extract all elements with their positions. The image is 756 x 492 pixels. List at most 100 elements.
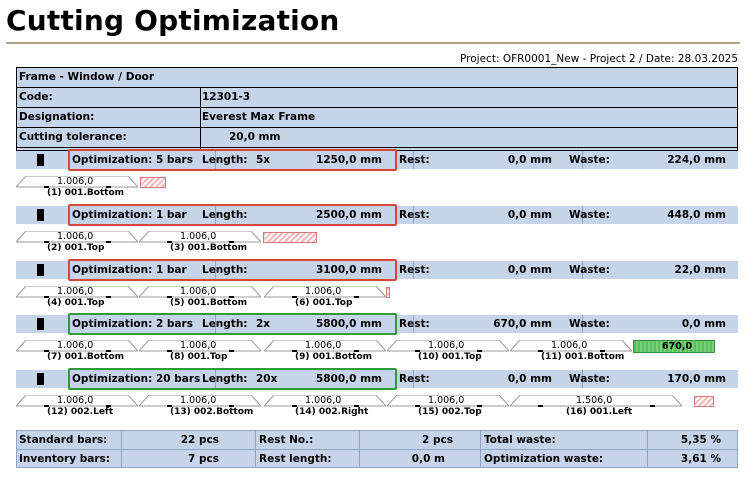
length-label: Length: [202,154,248,166]
cut-tick [229,405,234,407]
optimization-bar-row: Optimization: 5 bars Length: 5x 1250,0 mm Re… [16,151,738,169]
cut-tick [477,405,482,407]
cut-piece: 1.006,0 [16,286,138,298]
piece-label: (4) 001.Top [47,298,105,308]
piece-outline [139,231,261,243]
cut-tick [650,405,655,407]
bar-quantity: 2x [256,318,271,330]
cut-tick [292,350,297,352]
rest-label: Rest: [399,154,430,166]
bar-marker-icon [37,373,44,385]
cut-tick [354,405,359,407]
bar-marker-icon [37,209,44,221]
cut-piece: 1.006,0 [264,395,386,407]
waste-value: 448,0 mm [667,209,726,221]
waste-label: Waste: [569,264,610,276]
cut-tick [167,241,172,243]
piece-length: 1.006,0 [57,395,94,406]
row-divider [215,370,216,388]
optimization-waste-value: 3,61 % [680,453,721,465]
cut-piece: 1.006,0 [387,340,509,352]
piece-length: 1.006,0 [305,395,342,406]
cut-tick [44,350,49,352]
bar-marker-icon [37,318,44,330]
cut-tick [106,296,111,298]
cut-tick [229,296,234,298]
inventory-bars-value: 7 pcs [188,453,219,465]
piece-outline [16,286,138,298]
rest-label: Rest: [399,209,430,221]
designation-value: Everest Max Frame [202,111,316,123]
piece-outline [387,395,509,407]
piece-length: 1.006,0 [180,395,217,406]
piece-label: (3) 001.Bottom [170,243,248,253]
summary-table: Standard bars: 22 pcs Rest No.: 2 pcs To… [16,430,738,468]
row-divider [215,315,216,333]
row-divider [215,261,216,279]
waste-label: Waste: [569,154,610,166]
highlight-box [68,204,397,226]
piece-label: (12) 002.Left [47,407,114,417]
bar-quantity: 20x [256,373,278,385]
total-waste-value: 5,35 % [680,434,721,446]
code-row: Code: 12301-3 [17,88,737,108]
rest-no-value: 2 pcs [422,434,453,446]
waste-label: Waste: [569,373,610,385]
length-label: Length: [202,209,248,221]
cut-tick [44,241,49,243]
piece-length: 1.006,0 [551,340,588,351]
cut-piece: 1.006,0 [139,231,261,243]
cut-tick [354,296,359,298]
waste-piece [694,396,714,407]
piece-outline [16,395,138,407]
cut-tick [229,241,234,243]
piece-outline [264,395,386,407]
piece-label: (13) 002.Bottom [170,407,254,417]
rest-value: 0,0 mm [507,209,552,221]
cut-tick [292,405,297,407]
cut-tick [106,405,111,407]
rest-piece: 670,0 [633,340,715,353]
tolerance-label: Cutting tolerance: [19,131,127,143]
bar-length: 5800,0 mm [315,318,382,330]
cut-piece: 1.006,0 [139,395,261,407]
cut-piece: 1.006,0 [16,176,138,188]
optimization-count: Optimization: 1 bar [72,264,187,276]
cut-piece: 1.506,0 [510,395,682,407]
bar-marker-icon [37,154,44,166]
piece-label: (1) 001.Bottom [47,188,125,198]
cut-tick [229,350,234,352]
rest-value: 0,0 mm [507,373,552,385]
piece-outline [264,286,386,298]
bar-quantity: 5x [256,154,271,166]
standard-bars-label: Standard bars: [19,434,108,446]
piece-length: 1.006,0 [57,231,94,242]
cut-tick [538,350,543,352]
highlight-box [68,149,397,171]
cut-tick [167,405,172,407]
piece-outline [16,176,138,188]
standard-bars-value: 22 pcs [180,434,219,446]
row-divider [413,370,414,388]
cut-tick [292,296,297,298]
cut-tick [354,350,359,352]
total-waste-label: Total waste: [484,434,556,446]
bar-marker-icon [37,264,44,276]
piece-label: (11) 001.Bottom [541,352,625,362]
row-divider [215,151,216,169]
rest-value: 670,0 mm [493,318,552,330]
tolerance-value: 20,0 mm [229,131,281,143]
cut-tick [415,350,420,352]
optimization-count: Optimization: 1 bar [72,209,187,221]
row-divider [582,151,583,169]
piece-length: 1.006,0 [428,395,465,406]
piece-length: 1.006,0 [57,176,94,187]
cut-tick [106,241,111,243]
designation-label: Designation: [19,111,95,123]
row-divider [582,370,583,388]
cut-tick [600,350,605,352]
bar-length: 1250,0 mm [315,154,382,166]
cut-piece: 1.006,0 [139,340,261,352]
optimization-count: Optimization: 5 bars [72,154,193,166]
waste-label: Waste: [569,318,610,330]
